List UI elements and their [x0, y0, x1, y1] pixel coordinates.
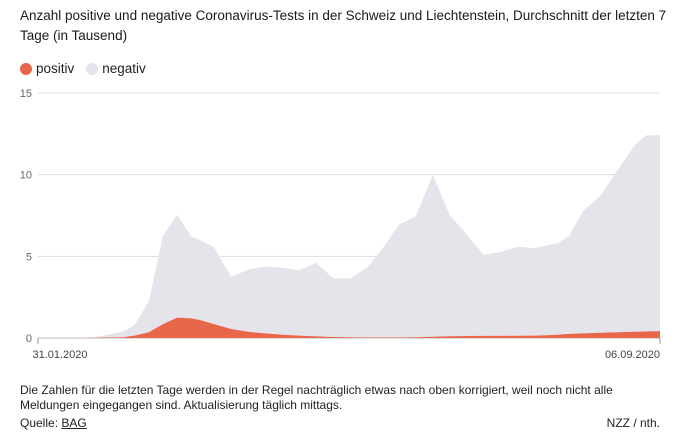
- legend-item-negativ: negativ: [86, 61, 146, 76]
- legend-label-positiv: positiv: [36, 61, 75, 76]
- source-label: Quelle:: [20, 416, 59, 430]
- x-tick-label-1: 06.09.2020: [605, 349, 660, 361]
- y-tick-label-10: 10: [20, 170, 32, 182]
- legend-swatch-negativ: [86, 62, 99, 75]
- legend-item-positiv: positiv: [20, 61, 74, 76]
- source-link[interactable]: BAG: [61, 416, 87, 430]
- legend-swatch-positiv: [20, 62, 32, 75]
- chart-title: Anzahl positive und negative Coronavirus…: [20, 8, 667, 43]
- y-tick-label-0: 0: [26, 333, 32, 345]
- source: Quelle: BAG: [20, 416, 87, 430]
- credit: NZZ / nth.: [606, 416, 660, 430]
- y-tick-label-15: 15: [20, 88, 32, 100]
- footnote: Die Zahlen für die letzten Tage werden i…: [20, 383, 613, 412]
- chart-plot: 0 5 10 15 31.01.2020 06.09.2020: [20, 88, 661, 361]
- y-tick-label-5: 5: [26, 251, 32, 263]
- legend-label-negativ: negativ: [102, 61, 146, 76]
- area-negativ: [38, 135, 660, 338]
- x-tick-label-0: 31.01.2020: [32, 349, 87, 361]
- area-positiv: [38, 317, 660, 338]
- legend: positiv negativ: [20, 61, 158, 76]
